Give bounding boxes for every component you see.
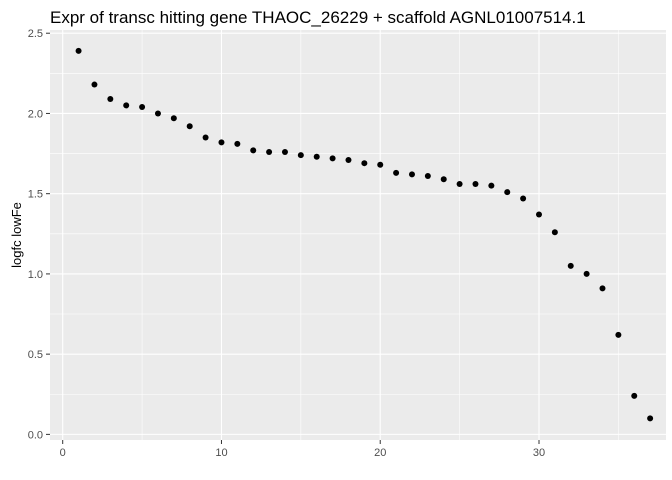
y-tick-label: 1.0 <box>28 269 43 281</box>
data-point <box>504 189 511 196</box>
data-point <box>281 148 288 155</box>
data-point <box>361 160 368 167</box>
data-point <box>329 155 336 162</box>
data-point <box>567 262 574 269</box>
data-point <box>631 392 638 399</box>
data-point <box>551 229 558 236</box>
data-point <box>170 115 177 122</box>
y-tick-label: 0.5 <box>28 349 43 361</box>
data-point <box>266 148 273 155</box>
data-point <box>139 104 146 111</box>
data-point <box>440 176 447 183</box>
data-point <box>297 152 304 159</box>
data-point <box>647 415 654 422</box>
data-point <box>488 182 495 189</box>
data-point <box>234 140 241 147</box>
data-point <box>615 331 622 338</box>
data-point <box>75 47 82 54</box>
data-point <box>154 110 161 117</box>
y-tick-label: 1.5 <box>28 189 43 201</box>
data-point <box>91 81 98 88</box>
data-point <box>123 102 130 109</box>
data-point <box>472 181 479 188</box>
data-point <box>377 161 384 168</box>
x-tick-label: 20 <box>374 447 386 459</box>
y-axis: 0.0 0.5 1.0 1.5 2.0 2.5 <box>28 28 50 441</box>
data-points <box>75 47 654 422</box>
data-point <box>520 195 527 202</box>
minor-gridlines <box>50 30 666 440</box>
data-point <box>313 153 320 160</box>
data-point <box>424 173 431 180</box>
y-axis-title: logfc lowFe <box>9 202 24 268</box>
data-point <box>345 156 352 163</box>
chart-title: Expr of transc hitting gene THAOC_26229 … <box>50 8 586 27</box>
data-point <box>393 169 400 176</box>
data-point <box>218 139 225 146</box>
plot-panel <box>50 30 666 440</box>
data-point <box>599 285 606 292</box>
data-point <box>107 96 114 103</box>
data-point <box>583 270 590 277</box>
x-tick-label: 10 <box>215 447 227 459</box>
x-tick-label: 30 <box>533 447 545 459</box>
data-point <box>186 123 193 130</box>
y-tick-label: 2.5 <box>28 28 43 40</box>
data-point <box>250 147 257 154</box>
y-tick-label: 2.0 <box>28 108 43 120</box>
data-point <box>408 171 415 178</box>
data-point <box>535 211 542 218</box>
major-gridlines <box>50 30 666 440</box>
x-axis: 0 10 20 30 <box>60 440 545 459</box>
data-point <box>456 181 463 188</box>
data-point <box>202 134 209 141</box>
x-tick-label: 0 <box>60 447 66 459</box>
y-tick-label: 0.0 <box>28 429 43 441</box>
